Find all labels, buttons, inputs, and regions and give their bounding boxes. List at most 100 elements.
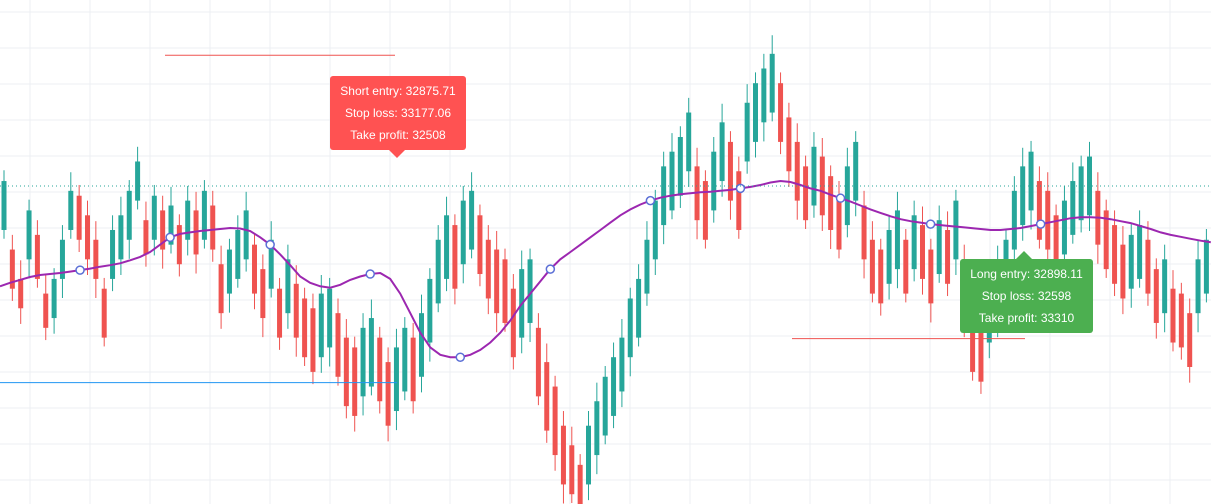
candle-bearish (786, 117, 792, 172)
candle-bearish (1145, 239, 1151, 294)
candle-bullish (894, 210, 900, 270)
candle-bearish (970, 313, 976, 372)
candle-bullish (368, 318, 374, 387)
ma-marker (165, 232, 175, 243)
candle-bullish (151, 195, 157, 240)
candle-bearish (560, 425, 566, 485)
candle-bullish (1011, 190, 1017, 250)
short-stop-loss-label: Stop loss: 33177.06 (344, 106, 452, 120)
candle-bullish (769, 53, 775, 113)
candle-bearish (494, 249, 500, 314)
candle-bullish (1162, 259, 1168, 314)
candle-bearish (1170, 288, 1176, 343)
candle-bearish (452, 225, 458, 289)
candle-bearish (577, 464, 583, 504)
long-stop-loss-label: Stop loss: 32598 (981, 289, 1072, 303)
candle-bullish (719, 122, 725, 182)
candle-bullish (753, 83, 758, 142)
candle-bearish (544, 362, 550, 431)
candle-bullish (427, 278, 433, 343)
candle-bullish (586, 425, 591, 485)
short-take-profit-label: Take profit: 32508 (350, 128, 446, 142)
candle-bearish (302, 298, 308, 358)
candle-bearish (218, 264, 224, 314)
candle-bearish (702, 181, 708, 240)
ma-marker (545, 264, 556, 274)
candle-bearish (1045, 190, 1051, 250)
candle-bearish (1112, 225, 1118, 284)
candle-bullish (1, 181, 7, 230)
candle-bullish (68, 190, 74, 230)
candle-bullish (168, 205, 174, 245)
candle-bearish (477, 215, 483, 275)
candle-bearish (794, 141, 800, 201)
candle-bearish (101, 288, 107, 338)
short-trade-callout: Short entry: 32875.71 Stop loss: 33177.0… (330, 76, 466, 158)
ma-marker (835, 193, 846, 203)
candle-bullish (118, 215, 124, 260)
candle-bearish (569, 445, 575, 495)
candle-bullish (744, 102, 750, 162)
candle-bearish (1153, 269, 1159, 323)
long-entry-label: Long entry: 32898.11 (970, 267, 1083, 281)
ma-marker (1035, 219, 1046, 229)
candle-bearish (552, 386, 558, 456)
candle-bullish (201, 190, 207, 240)
candle-bullish (1070, 181, 1076, 235)
moving-average-line (0, 179, 1211, 359)
candle-bullish (1195, 259, 1201, 314)
candle-bullish (235, 229, 241, 279)
candle-bullish (1087, 156, 1092, 216)
candle-bearish (160, 210, 166, 250)
candle-bullish (644, 239, 650, 294)
candle-bullish (1203, 239, 1209, 294)
candle-bullish (126, 190, 132, 240)
candle-bearish (176, 225, 182, 265)
candle-bullish (110, 229, 116, 279)
candle-bearish (727, 141, 733, 201)
candle-bearish (828, 176, 834, 230)
candle-bullish (226, 249, 232, 294)
candle-bullish (59, 239, 65, 279)
candle-bullish (853, 141, 859, 201)
candle-bearish (34, 234, 40, 279)
candle-bearish (252, 244, 257, 294)
candle-bullish (51, 278, 57, 319)
candle-bearish (736, 171, 742, 230)
candle-bullish (844, 166, 850, 226)
candle-bullish (469, 190, 475, 250)
ma-marker (365, 269, 375, 279)
ma-marker (265, 239, 275, 250)
candle-bearish (85, 215, 90, 260)
candle-bearish (928, 249, 934, 304)
candle-bullish (652, 200, 658, 260)
short-callout-pointer (389, 150, 405, 158)
candle-bearish (869, 239, 875, 294)
candle-bullish (602, 376, 608, 436)
ma-marker (455, 352, 466, 362)
candle-bearish (352, 347, 358, 416)
candle-bullish (444, 215, 450, 279)
candle-bearish (1178, 293, 1184, 348)
candle-bullish (318, 293, 324, 358)
candle-bearish (1036, 181, 1042, 240)
candle-bearish (535, 327, 541, 397)
candle-bearish (260, 269, 266, 319)
candle-bearish (43, 293, 49, 328)
candle-bearish (385, 362, 391, 426)
candle-bullish (636, 278, 642, 338)
candle-bullish (26, 210, 32, 260)
candle-bearish (277, 288, 283, 338)
candle-bearish (1187, 313, 1193, 367)
candle-bullish (627, 298, 633, 358)
candle-bearish (210, 205, 216, 250)
candle-bearish (76, 195, 82, 240)
long-callout-pointer (1016, 251, 1032, 259)
candle-bullish (677, 137, 683, 196)
long-take-profit-label: Take profit: 33310 (978, 311, 1075, 325)
candle-bullish (185, 200, 191, 240)
candle-bearish (1103, 210, 1109, 270)
candle-bearish (377, 337, 383, 402)
